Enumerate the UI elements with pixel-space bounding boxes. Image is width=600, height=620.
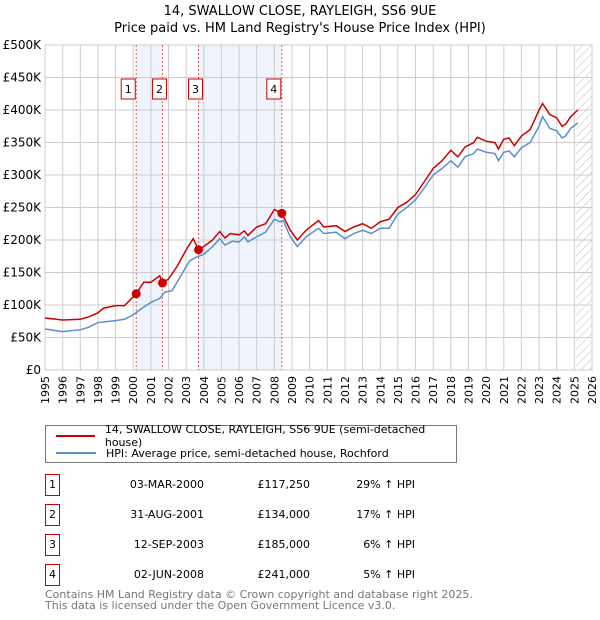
x-tick-label: 2004 <box>198 376 211 404</box>
sale-label-box <box>266 78 282 100</box>
x-tick-label: 1995 <box>39 376 52 404</box>
x-tick-label: 2025 <box>568 376 581 404</box>
chart-subtitle: Price paid vs. HM Land Registry's House … <box>114 21 486 36</box>
y-tick-label: £400K <box>3 103 43 117</box>
y-tick-label: £200K <box>3 233 43 247</box>
x-tick-label: 2006 <box>233 376 246 404</box>
x-tick-label: 2013 <box>357 376 370 404</box>
sale-date: 12-SEP-2003 <box>133 538 204 551</box>
x-tick-label: 2022 <box>515 376 528 404</box>
sale-label: 2 <box>156 83 163 96</box>
sale-point <box>131 289 141 299</box>
y-tick-label: £0 <box>26 363 41 377</box>
table-row: 4 02-JUN-2008 £241,000 5% ↑ HPI <box>45 564 445 586</box>
x-tick-label: 2026 <box>586 376 599 404</box>
x-tick-label: 2008 <box>268 376 281 404</box>
legend-label: 14, SWALLOW CLOSE, RAYLEIGH, SS6 9UE (se… <box>104 423 426 449</box>
marker-badge: 2 <box>45 504 60 526</box>
x-tick-label: 2019 <box>462 376 475 404</box>
y-tick-label: £450K <box>3 71 43 85</box>
sale-label: 1 <box>125 83 132 96</box>
legend: 14, SWALLOW CLOSE, RAYLEIGH, SS6 9UE (se… <box>45 423 457 463</box>
x-tick-label: 2023 <box>533 376 546 404</box>
x-tick-label: 1997 <box>74 376 87 404</box>
x-tick-label: 2017 <box>427 376 440 404</box>
hpi-diff: 6% ↑ HPI <box>363 538 415 551</box>
x-tick-label: 2024 <box>551 376 564 404</box>
y-tick-label: £300K <box>3 168 43 182</box>
y-tick-label: £250K <box>3 201 43 215</box>
x-tick-label: 1999 <box>110 376 123 404</box>
legend-item-property: 14, SWALLOW CLOSE, RAYLEIGH, SS6 9UE (se… <box>56 423 456 449</box>
table-row: 2 31-AUG-2001 £134,000 17% ↑ HPI <box>45 504 445 526</box>
x-tick-label: 2010 <box>304 376 317 404</box>
sale-label-box <box>152 78 168 100</box>
table-row: 1 03-MAR-2000 £117,250 29% ↑ HPI <box>45 474 445 496</box>
x-tick-label: 2003 <box>180 376 193 404</box>
sale-label: 4 <box>270 83 277 96</box>
price-chart: 1995 1996 1997 1998 1999 2000 2001 2002 2003 2004… <box>3 38 599 404</box>
x-tick-label: 2012 <box>339 376 352 404</box>
x-tick-label: 1996 <box>57 376 70 404</box>
hpi-diff: 29% ↑ HPI <box>356 478 415 491</box>
table-row: 3 12-SEP-2003 £185,000 6% ↑ HPI <box>45 534 445 556</box>
y-tick-label: £100K <box>3 298 43 312</box>
footer-line: This data is licensed under the Open Gov… <box>45 599 396 612</box>
sale-price: £134,000 <box>257 508 311 521</box>
sale-date: 02-JUN-2008 <box>133 568 204 581</box>
sale-date: 31-AUG-2001 <box>130 508 204 521</box>
x-tick-label: 2002 <box>163 376 176 404</box>
sale-point <box>158 278 168 288</box>
sale-label-box <box>188 78 204 100</box>
series-line <box>44 102 579 321</box>
y-tick-label: £350K <box>3 136 43 150</box>
legend-swatch-property <box>56 435 95 437</box>
marker-badge: 1 <box>45 474 60 496</box>
hpi-diff: 17% ↑ HPI <box>356 508 415 521</box>
y-tick-label: £500K <box>3 38 43 52</box>
x-tick-label: 2021 <box>498 376 511 404</box>
legend-label: HPI: Average price, semi-detached house,… <box>106 446 389 460</box>
sale-price: £117,250 <box>257 478 311 491</box>
x-tick-label: 1998 <box>92 376 105 404</box>
x-tick-label: 2005 <box>215 376 228 404</box>
x-tick-label: 2020 <box>480 376 493 404</box>
x-tick-label: 2018 <box>445 376 458 404</box>
x-tick-label: 2000 <box>127 376 140 404</box>
sale-label-box <box>120 78 136 100</box>
plot-frame <box>44 44 593 371</box>
sale-date: 03-MAR-2000 <box>129 478 204 491</box>
legend-swatch-hpi <box>56 452 96 454</box>
x-tick-label: 2011 <box>321 376 334 404</box>
sale-point <box>277 208 287 218</box>
x-tick-label: 2016 <box>410 376 423 404</box>
x-tick-label: 2001 <box>145 376 158 404</box>
x-tick-label: 2014 <box>374 376 387 404</box>
y-tick-label: £150K <box>3 266 43 280</box>
sale-label: 3 <box>192 83 199 96</box>
x-tick-label: 2015 <box>392 376 405 404</box>
y-tick-label: £50K <box>10 331 42 345</box>
x-tick-label: 2009 <box>286 376 299 404</box>
marker-badge: 4 <box>45 564 60 586</box>
chart-title: 14, SWALLOW CLOSE, RAYLEIGH, SS6 9UE <box>163 4 437 19</box>
hpi-diff: 5% ↑ HPI <box>363 568 415 581</box>
marker-badge: 3 <box>45 534 60 556</box>
sale-price: £241,000 <box>257 568 311 581</box>
legend-item-hpi: HPI: Average price, semi-detached house,… <box>56 445 389 461</box>
series-line <box>44 114 579 333</box>
x-tick-label: 2007 <box>251 376 264 404</box>
footer: Contains HM Land Registry data © Crown c… <box>45 589 473 611</box>
sale-price: £185,000 <box>257 538 311 551</box>
footer-line: Contains HM Land Registry data © Crown c… <box>45 588 473 601</box>
sale-point <box>194 245 204 255</box>
